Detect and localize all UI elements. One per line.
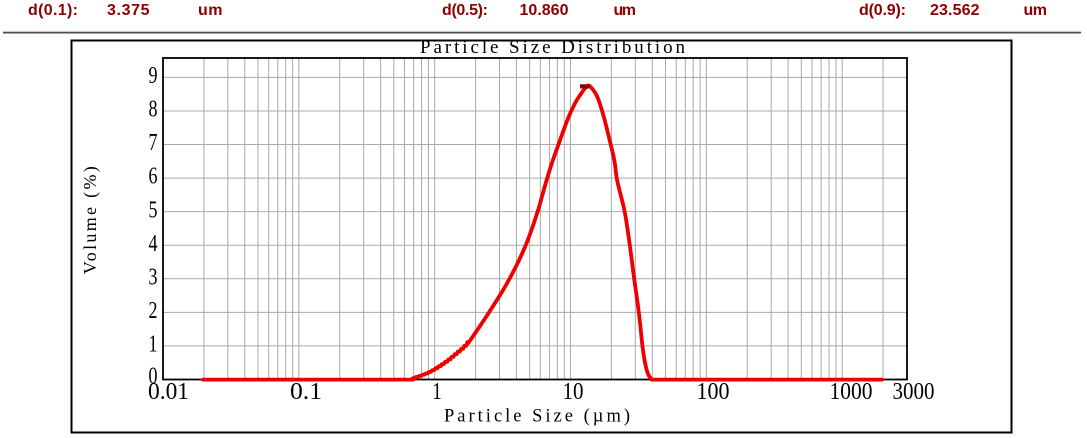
svg-text:um: um [198,2,223,19]
svg-text:7: 7 [149,130,158,156]
svg-text:2: 2 [149,298,158,324]
svg-text:23.562: 23.562 [930,2,980,19]
svg-text:10.860: 10.860 [520,2,569,19]
svg-text:5: 5 [149,197,158,223]
svg-text:0: 0 [149,364,158,390]
svg-text:4: 4 [149,231,158,257]
svg-text:3: 3 [149,264,158,290]
svg-text:1: 1 [149,332,158,358]
svg-text:Volume (%): Volume (%) [80,166,101,274]
svg-text:1: 1 [432,379,442,405]
svg-text:um: um [614,2,637,19]
svg-text:3000: 3000 [893,379,935,405]
svg-text:d(0.5):: d(0.5): [442,2,488,19]
svg-text:10: 10 [563,379,584,405]
svg-text:0.1: 0.1 [290,379,322,405]
svg-text:Particle Size (µm): Particle Size (µm) [444,406,630,426]
svg-text:d(0.9):: d(0.9): [859,2,906,19]
svg-text:3.375: 3.375 [107,2,150,19]
svg-text:6: 6 [149,164,158,190]
svg-text:9: 9 [149,63,158,89]
svg-text:8: 8 [149,97,158,123]
svg-text:0.01: 0.01 [148,379,189,405]
svg-text:d(0.1):: d(0.1): [28,2,78,19]
svg-text:100: 100 [697,379,730,405]
svg-text:um: um [1024,2,1048,19]
svg-text:1000: 1000 [830,379,873,405]
